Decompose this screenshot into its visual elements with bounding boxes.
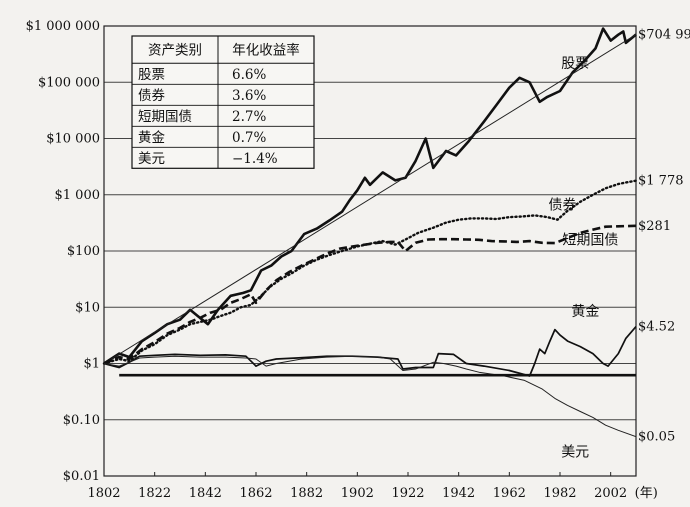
series-line (103, 326, 637, 377)
y-tick-label: $0.01 (63, 469, 100, 484)
y-tick-label: $1 000 (55, 188, 101, 203)
x-tick-label: 1982 (543, 486, 576, 501)
y-tick-label: $100 (67, 244, 100, 259)
y-tick-label: $1 (83, 357, 100, 372)
axis-layer: $1 000 000 $100 000 $10 000 $1 000 $100 $10 $1… (26, 19, 658, 501)
legend-header-asset: 资产类别 (148, 43, 202, 59)
legend-asset: 短期国债 (138, 109, 192, 125)
x-tick-label: 1882 (290, 486, 323, 501)
series-name-label: 黄金 (571, 303, 599, 320)
x-tick-label: 1942 (442, 486, 475, 501)
legend-return: 0.7% (232, 130, 266, 146)
y-tick-label: $1 000 000 (26, 19, 100, 34)
legend-return: 6.6% (232, 67, 266, 83)
legend-return: −1.4% (232, 151, 278, 167)
legend-asset: 债券 (138, 88, 165, 104)
series-line (103, 34, 637, 364)
series-end-label: $0.05 (638, 430, 675, 445)
legend-asset: 股票 (138, 67, 165, 83)
y-tick-label: $10 000 (46, 132, 100, 147)
series-line (103, 224, 637, 365)
legend-return: 2.7% (232, 109, 266, 125)
x-tick-label: 1822 (138, 486, 171, 501)
series-end-label: $281 (638, 219, 671, 234)
x-tick-label: 2002 (594, 486, 627, 501)
y-tick-label: $0.10 (63, 413, 100, 428)
legend-box (131, 35, 315, 169)
legend-asset: 美元 (138, 151, 165, 167)
plot-frame (103, 25, 637, 477)
series-line (103, 355, 637, 438)
x-tick-label: 1802 (87, 486, 120, 501)
y-tick-label: $10 (75, 300, 100, 315)
x-tick-label: 1922 (391, 486, 424, 501)
series-end-label: $1 778 (638, 174, 684, 189)
series-name-label: 短期国债 (562, 233, 618, 249)
series-line (103, 27, 637, 365)
x-unit-label: (年) (635, 486, 658, 501)
series-name-label: 股票 (561, 56, 589, 72)
series-end-label: $4.52 (638, 320, 675, 335)
y-tick-label: $100 000 (38, 75, 100, 90)
series-name-label: 债券 (549, 197, 577, 213)
legend-asset: 黄金 (138, 130, 165, 146)
series-end-label: $704 997 (638, 28, 690, 43)
series-layer (102, 27, 638, 438)
x-tick-label: 1902 (341, 486, 374, 501)
series-name-label: 美元 (561, 445, 589, 461)
x-tick-label: 1962 (493, 486, 526, 501)
legend-header-return: 年化收益率 (232, 42, 300, 59)
x-tick-label: 1842 (189, 486, 222, 501)
legend-return: 3.6% (232, 88, 266, 104)
x-tick-label: 1862 (239, 486, 272, 501)
